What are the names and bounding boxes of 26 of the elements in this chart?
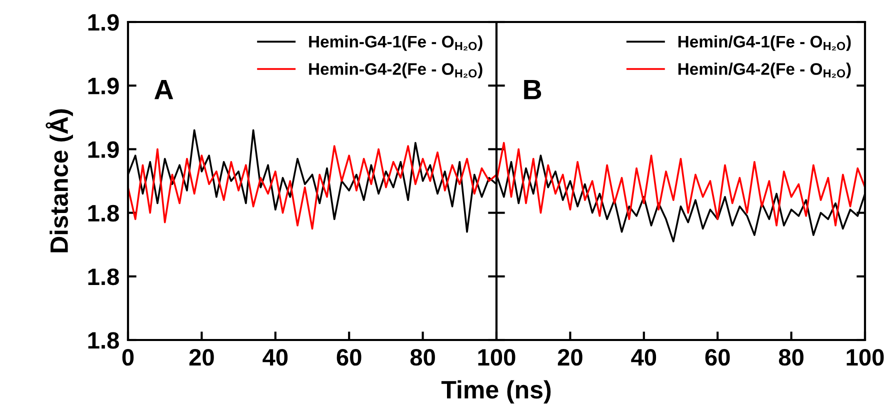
y-tick-label: 1.8 xyxy=(88,332,119,349)
y-tick-label: 1.9 xyxy=(88,78,119,94)
y-axis-title: Distance (Å) xyxy=(46,109,73,252)
legend-label: Hemin/G4-2(Fe - O$_{H₂O}$) xyxy=(678,62,851,78)
x-tick-label: 60 xyxy=(705,348,730,366)
x-tick-label: 80 xyxy=(778,348,804,366)
y-tick-label: 1.9 xyxy=(88,14,119,31)
annotation: A xyxy=(154,80,174,100)
x-tick-label: 100 xyxy=(478,348,516,366)
y-tick-label: 1.9 xyxy=(88,141,119,158)
legend-label: Hemin-G4-1(Fe - O$_{H₂O}$) xyxy=(309,35,482,51)
x-tick-label: 0 xyxy=(122,348,134,366)
x-tick-label: 40 xyxy=(262,348,288,366)
x-tick-label: 100 xyxy=(846,348,884,366)
x-axis-title: Time (ns) xyxy=(441,380,551,404)
x-tick-label: 60 xyxy=(336,348,362,366)
x-tick-label: 80 xyxy=(410,348,435,366)
x-tick-label: 20 xyxy=(558,348,582,366)
x-tick-label: 20 xyxy=(189,348,214,366)
legend-label: Hemin-G4-2(Fe - O$_{H₂O}$) xyxy=(309,62,482,78)
x-tick-label: 40 xyxy=(631,348,656,366)
y-tick-label: 1.8 xyxy=(88,204,119,222)
y-tick-label: 1.8 xyxy=(88,268,119,286)
legend-label: Hemin/G4-1(Fe - O$_{H₂O}$) xyxy=(678,35,851,51)
line-series xyxy=(128,145,496,230)
annotation: B xyxy=(524,80,542,100)
